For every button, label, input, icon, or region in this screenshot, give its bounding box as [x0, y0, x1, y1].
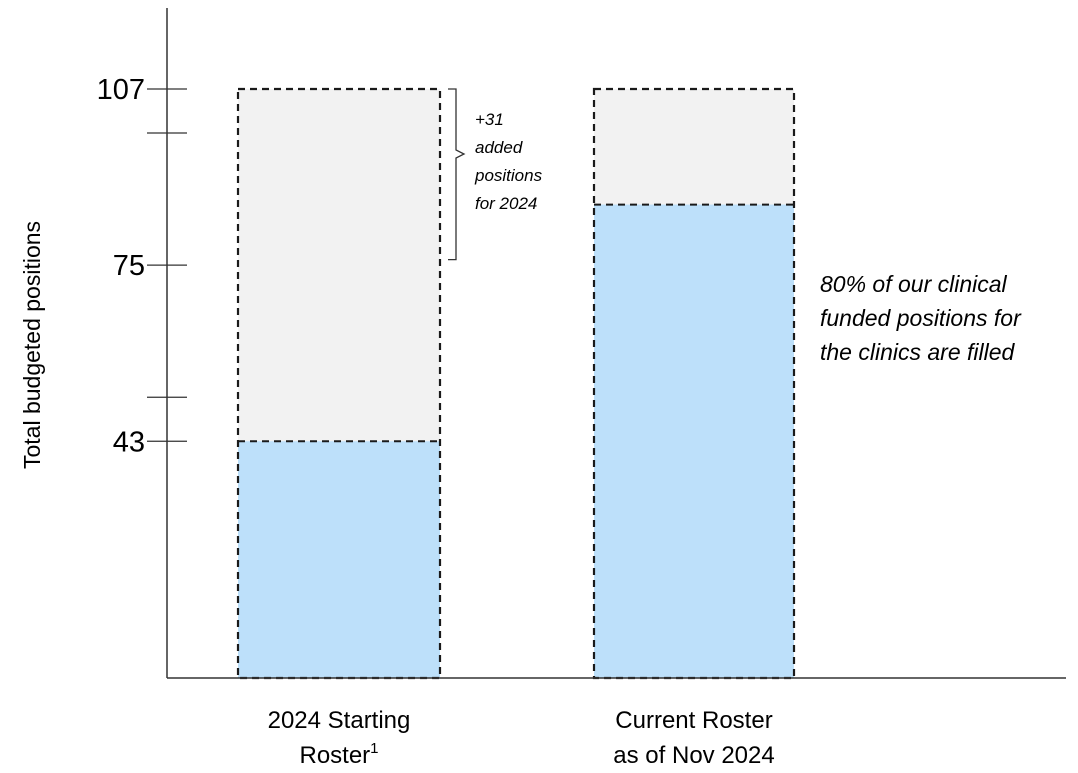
axes	[166, 8, 1066, 679]
bar-filled-1	[594, 204, 794, 678]
bar-budgeted-1	[594, 88, 794, 205]
callout-line-2: the clinics are filled	[820, 339, 1016, 365]
category-label-0-line2: Roster1	[299, 740, 378, 769]
added-note-line-0: +31	[475, 110, 504, 129]
bars	[236, 87, 796, 680]
y-tick-label-75: 75	[113, 250, 145, 282]
bar-filled-0	[238, 441, 440, 678]
added-note-line-2: positions	[474, 166, 543, 185]
added-note-line-3: for 2024	[475, 194, 537, 213]
fill-rate-callout: 80% of our clinical funded positions for t…	[820, 271, 1022, 365]
added-note-line-1: added	[475, 138, 523, 157]
footnote-marker: 1	[370, 740, 378, 757]
y-axis-title: Total budgeted positions	[19, 221, 45, 469]
bar-budgeted-0	[238, 88, 440, 442]
y-ticks: 43 75 107	[97, 74, 187, 458]
y-tick-label-107: 107	[97, 74, 145, 106]
added-positions-annotation: +31 added positions for 2024	[448, 88, 543, 261]
added-positions-brace	[448, 88, 466, 261]
category-labels: 2024 Starting Roster1 Current Roster as of …	[268, 707, 775, 769]
category-label-0-line1: 2024 Starting	[268, 707, 411, 734]
callout-line-1: funded positions for	[820, 305, 1022, 331]
callout-line-0: 80% of our clinical	[820, 271, 1008, 297]
category-label-1-line2: as of Nov 2024	[613, 742, 774, 769]
y-tick-label-43: 43	[113, 426, 145, 458]
category-label-1-line1: Current Roster	[615, 707, 772, 734]
